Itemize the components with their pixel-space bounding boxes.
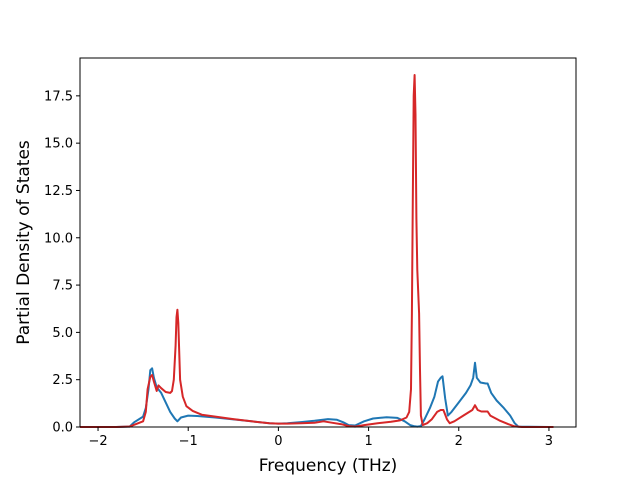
series-line-1 — [89, 361, 549, 428]
x-tick-label: −2 — [88, 434, 107, 449]
x-tick-label: 1 — [364, 434, 372, 449]
y-tick-label: 12.5 — [44, 184, 73, 199]
y-tick-label: 2.5 — [52, 373, 73, 388]
x-axis-title: Frequency (THz) — [259, 456, 398, 476]
y-tick-label: 0.0 — [52, 421, 73, 436]
y-tick-label: 7.5 — [52, 279, 73, 294]
plot-frame — [79, 57, 577, 428]
x-tick-label: 0 — [274, 434, 282, 449]
y-axis: 0.0 2.5 5.0 7.5 10.0 12.5 15.0 17.5 — [44, 89, 80, 436]
y-tick-label: 15.0 — [44, 137, 73, 152]
y-tick-label: 5.0 — [52, 326, 73, 341]
x-tick-label: 3 — [545, 434, 553, 449]
y-tick-label: 10.0 — [44, 231, 73, 246]
y-tick-label: 17.5 — [44, 89, 73, 104]
y-axis-title: Partial Density of States — [14, 140, 34, 345]
series-line-2 — [80, 74, 554, 428]
x-axis: −2 −1 0 1 2 3 — [88, 427, 553, 449]
x-tick-label: 2 — [455, 434, 463, 449]
series-layer — [80, 74, 554, 428]
x-tick-label: −1 — [179, 434, 198, 449]
